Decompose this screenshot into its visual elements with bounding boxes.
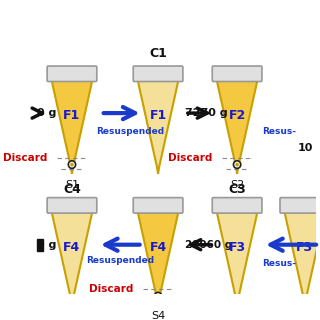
FancyBboxPatch shape xyxy=(280,198,320,213)
Text: 10: 10 xyxy=(298,143,313,153)
Text: S2: S2 xyxy=(230,180,244,190)
Text: Discard: Discard xyxy=(3,153,47,163)
Text: C1: C1 xyxy=(149,47,167,60)
Text: F4: F4 xyxy=(63,241,81,254)
Text: 29060 g: 29060 g xyxy=(185,240,232,250)
FancyBboxPatch shape xyxy=(47,198,97,213)
Circle shape xyxy=(156,294,160,298)
Polygon shape xyxy=(52,80,92,174)
Polygon shape xyxy=(217,80,257,174)
Text: F3: F3 xyxy=(296,241,313,254)
Polygon shape xyxy=(138,80,178,174)
Text: 0 g: 0 g xyxy=(37,240,56,250)
Text: Resuspended: Resuspended xyxy=(97,127,165,136)
Text: F2: F2 xyxy=(228,109,246,123)
Text: F3: F3 xyxy=(228,241,246,254)
Polygon shape xyxy=(217,212,257,306)
Text: Discard: Discard xyxy=(168,153,212,163)
Polygon shape xyxy=(284,212,320,306)
Circle shape xyxy=(70,163,74,166)
Circle shape xyxy=(233,161,241,168)
Text: F1: F1 xyxy=(63,109,81,123)
Text: F1: F1 xyxy=(149,109,167,123)
Text: Resus-: Resus- xyxy=(262,259,296,268)
Polygon shape xyxy=(52,212,92,306)
FancyBboxPatch shape xyxy=(212,66,262,82)
Text: C3: C3 xyxy=(228,183,246,196)
Bar xyxy=(37,239,43,251)
Text: Discard: Discard xyxy=(89,284,133,294)
FancyBboxPatch shape xyxy=(47,66,97,82)
Text: 0 g: 0 g xyxy=(37,108,56,118)
FancyBboxPatch shape xyxy=(133,198,183,213)
Polygon shape xyxy=(138,212,178,306)
Text: Resuspended: Resuspended xyxy=(86,256,154,265)
Text: S1: S1 xyxy=(65,180,79,190)
Text: S4: S4 xyxy=(151,311,165,320)
Text: F4: F4 xyxy=(149,241,167,254)
FancyBboxPatch shape xyxy=(133,66,183,82)
Circle shape xyxy=(235,163,239,166)
Text: C4: C4 xyxy=(63,183,81,196)
Text: 7270 g: 7270 g xyxy=(185,108,228,118)
Circle shape xyxy=(155,292,162,300)
FancyBboxPatch shape xyxy=(212,198,262,213)
Circle shape xyxy=(68,161,76,168)
Text: Resus-: Resus- xyxy=(262,127,296,136)
